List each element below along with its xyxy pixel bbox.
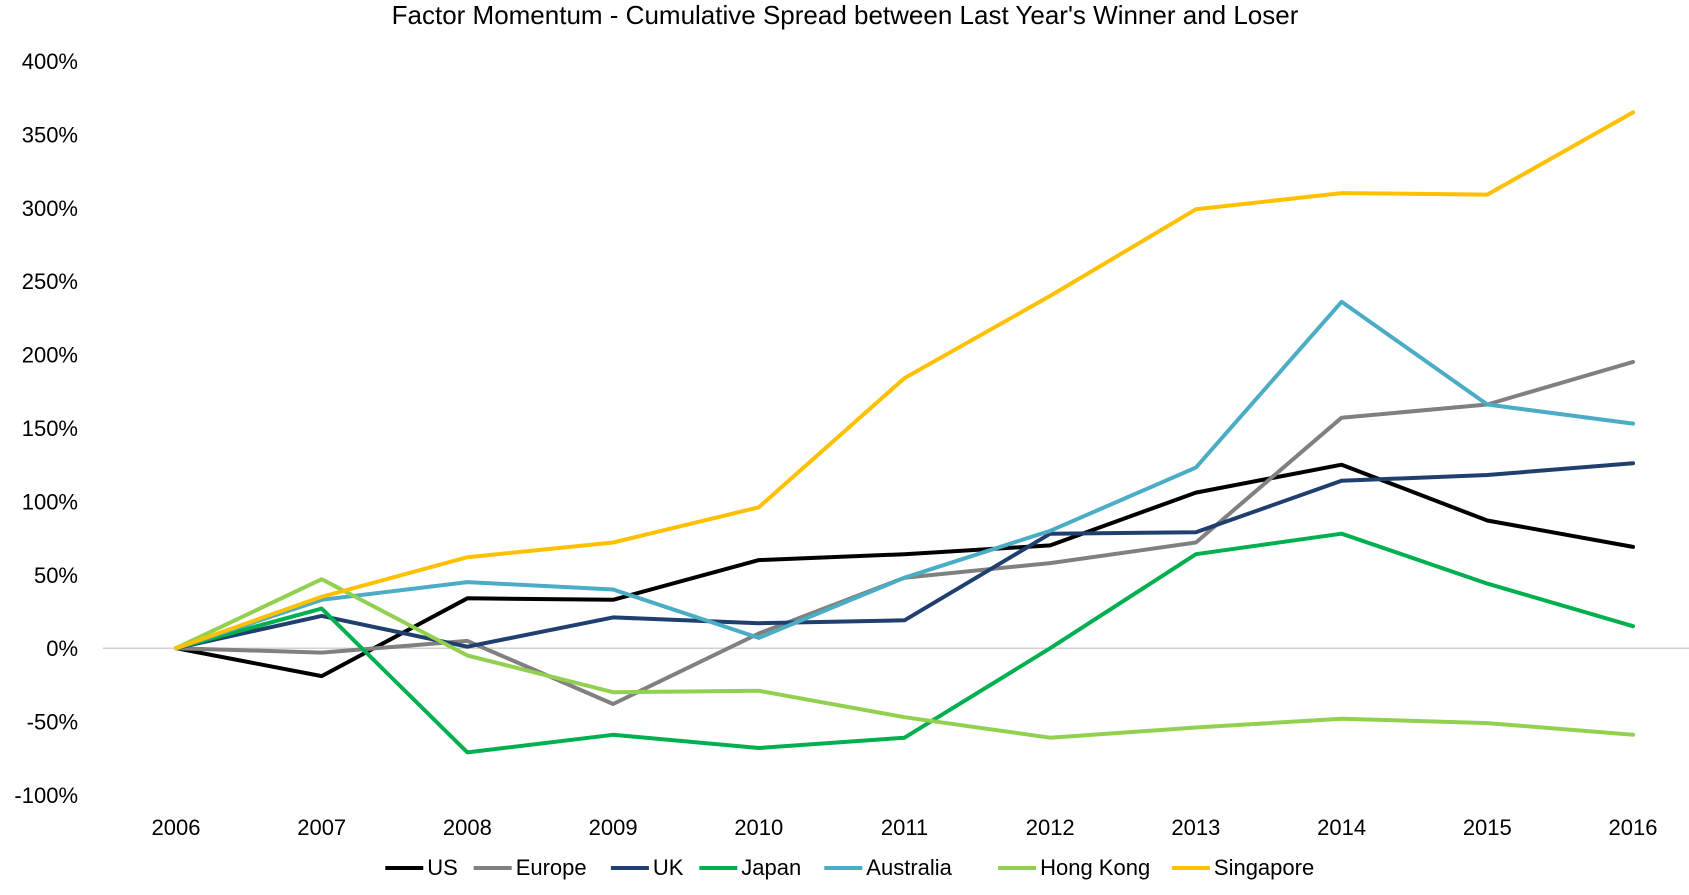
- y-tick-label: 400%: [22, 49, 78, 74]
- x-axis: 2006 2007 2008 2009 2010 2011 2012 2013 2014 2015…: [152, 815, 1658, 840]
- x-tick-label: 2007: [297, 815, 346, 840]
- legend-label-japan: Japan: [741, 855, 801, 880]
- y-tick-label: 50%: [34, 563, 78, 588]
- y-tick-label: -50%: [27, 710, 78, 735]
- legend-label-us: US: [427, 855, 458, 880]
- legend: US Europe UK Japan Australia Hong Kong Singapo…: [385, 855, 1314, 880]
- y-axis: 400% 350% 300% 250% 200% 150% 100% 50% 0% -50% -10…: [14, 49, 78, 808]
- series-line-us: [174, 462, 1635, 679]
- y-tick-label: 350%: [22, 122, 78, 147]
- y-tick-label: 0%: [46, 636, 78, 661]
- legend-label-singapore: Singapore: [1214, 855, 1314, 880]
- chart-title: Factor Momentum - Cumulative Spread betw…: [392, 0, 1299, 30]
- series-line-australia: [174, 299, 1635, 651]
- series-line-europe: [174, 359, 1635, 706]
- x-tick-label: 2009: [589, 815, 638, 840]
- x-tick-label: 2012: [1026, 815, 1075, 840]
- series-line-singapore: [174, 110, 1635, 651]
- y-tick-label: 250%: [22, 269, 78, 294]
- series-line-hong-kong: [174, 577, 1635, 740]
- y-tick-label: 150%: [22, 416, 78, 441]
- x-tick-label: 2015: [1463, 815, 1512, 840]
- series-line-japan: [174, 531, 1635, 755]
- legend-label-europe: Europe: [516, 855, 587, 880]
- x-tick-label: 2011: [881, 815, 928, 840]
- series-group: [174, 110, 1635, 755]
- y-tick-label: 100%: [22, 489, 78, 514]
- x-tick-label: 2016: [1609, 815, 1658, 840]
- x-tick-label: 2006: [152, 815, 201, 840]
- series-line-uk: [174, 461, 1635, 651]
- legend-label-australia: Australia: [866, 855, 952, 880]
- y-tick-label: -100%: [14, 783, 78, 808]
- y-tick-label: 300%: [22, 196, 78, 221]
- legend-label-hong-kong: Hong Kong: [1040, 855, 1150, 880]
- x-tick-label: 2013: [1171, 815, 1220, 840]
- x-tick-label: 2008: [443, 815, 492, 840]
- x-tick-label: 2014: [1317, 815, 1366, 840]
- x-tick-label: 2010: [734, 815, 783, 840]
- legend-label-uk: UK: [653, 855, 684, 880]
- y-tick-label: 200%: [22, 343, 78, 368]
